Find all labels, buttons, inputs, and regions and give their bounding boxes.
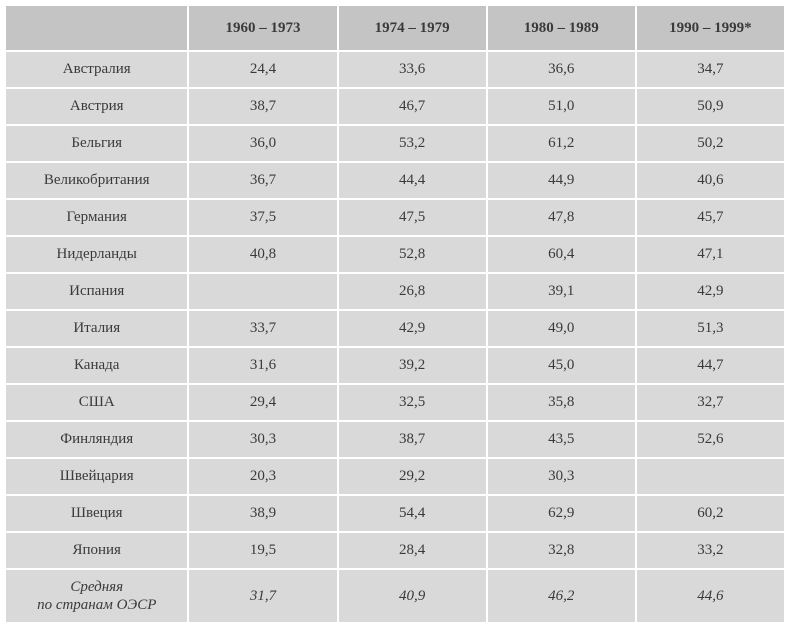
table-row: Швейцария20,329,230,3: [6, 459, 784, 494]
cell: 32,7: [637, 385, 784, 420]
cell: 51,3: [637, 311, 784, 346]
cell: 28,4: [339, 533, 486, 568]
row-label: Италия: [6, 311, 187, 346]
cell: 45,0: [488, 348, 635, 383]
cell: 43,5: [488, 422, 635, 457]
cell: 44,9: [488, 163, 635, 198]
cell: 31,6: [189, 348, 336, 383]
cell: 39,1: [488, 274, 635, 309]
header-col-4: 1990 – 1999*: [637, 6, 784, 50]
cell: 62,9: [488, 496, 635, 531]
cell: 40,6: [637, 163, 784, 198]
table-row: Испания 26,839,142,9: [6, 274, 784, 309]
cell: 47,1: [637, 237, 784, 272]
table-row: Япония19,528,432,833,2: [6, 533, 784, 568]
row-label: США: [6, 385, 187, 420]
row-label: Швеция: [6, 496, 187, 531]
cell: 54,4: [339, 496, 486, 531]
cell: 37,5: [189, 200, 336, 235]
cell: 46,7: [339, 89, 486, 124]
cell: 60,2: [637, 496, 784, 531]
cell: 49,0: [488, 311, 635, 346]
cell: 53,2: [339, 126, 486, 161]
table-row: Италия33,742,949,051,3: [6, 311, 784, 346]
summary-label: Средняяпо странам ОЭСР: [6, 570, 187, 622]
row-label: Финляндия: [6, 422, 187, 457]
row-label: Бельгия: [6, 126, 187, 161]
table-row: Канада31,639,245,044,7: [6, 348, 784, 383]
row-label: Нидерланды: [6, 237, 187, 272]
row-label: Япония: [6, 533, 187, 568]
row-label: Великобритания: [6, 163, 187, 198]
cell: 35,8: [488, 385, 635, 420]
cell: [637, 459, 784, 494]
summary-cell: 40,9: [339, 570, 486, 622]
table-row: Финляндия30,338,743,552,6: [6, 422, 784, 457]
cell: 45,7: [637, 200, 784, 235]
cell: 24,4: [189, 52, 336, 87]
header-row: 1960 – 1973 1974 – 1979 1980 – 1989 1990…: [6, 6, 784, 50]
row-label: Германия: [6, 200, 187, 235]
cell: 38,9: [189, 496, 336, 531]
cell: 50,9: [637, 89, 784, 124]
summary-cell: 46,2: [488, 570, 635, 622]
cell: 52,8: [339, 237, 486, 272]
header-col-3: 1980 – 1989: [488, 6, 635, 50]
table-row: США29,432,535,832,7: [6, 385, 784, 420]
header-col-2: 1974 – 1979: [339, 6, 486, 50]
row-label: Австрия: [6, 89, 187, 124]
table-row: Австралия24,433,636,634,7: [6, 52, 784, 87]
cell: 38,7: [189, 89, 336, 124]
summary-cell: 44,6: [637, 570, 784, 622]
cell: 47,8: [488, 200, 635, 235]
row-label: Швейцария: [6, 459, 187, 494]
cell: 20,3: [189, 459, 336, 494]
header-corner: [6, 6, 187, 50]
summary-cell: 31,7: [189, 570, 336, 622]
data-table: 1960 – 1973 1974 – 1979 1980 – 1989 1990…: [4, 4, 786, 624]
cell: 51,0: [488, 89, 635, 124]
cell: 61,2: [488, 126, 635, 161]
cell: 44,7: [637, 348, 784, 383]
cell: 38,7: [339, 422, 486, 457]
cell: 60,4: [488, 237, 635, 272]
cell: 47,5: [339, 200, 486, 235]
cell: 39,2: [339, 348, 486, 383]
cell: 30,3: [189, 422, 336, 457]
table-body: Австралия24,433,636,634,7Австрия38,746,7…: [6, 52, 784, 622]
cell: 33,2: [637, 533, 784, 568]
cell: 29,4: [189, 385, 336, 420]
cell: 36,7: [189, 163, 336, 198]
cell: 52,6: [637, 422, 784, 457]
cell: 29,2: [339, 459, 486, 494]
cell: 19,5: [189, 533, 336, 568]
cell: 40,8: [189, 237, 336, 272]
row-label: Канада: [6, 348, 187, 383]
summary-row: Средняяпо странам ОЭСР31,740,946,244,6: [6, 570, 784, 622]
cell: 44,4: [339, 163, 486, 198]
cell: [189, 274, 336, 309]
cell: 42,9: [339, 311, 486, 346]
cell: 36,6: [488, 52, 635, 87]
header-col-1: 1960 – 1973: [189, 6, 336, 50]
cell: 32,5: [339, 385, 486, 420]
cell: 33,6: [339, 52, 486, 87]
cell: 36,0: [189, 126, 336, 161]
cell: 26,8: [339, 274, 486, 309]
row-label: Испания: [6, 274, 187, 309]
table-row: Австрия38,746,751,050,9: [6, 89, 784, 124]
cell: 50,2: [637, 126, 784, 161]
cell: 30,3: [488, 459, 635, 494]
table-row: Бельгия36,053,261,250,2: [6, 126, 784, 161]
cell: 34,7: [637, 52, 784, 87]
row-label: Австралия: [6, 52, 187, 87]
cell: 32,8: [488, 533, 635, 568]
cell: 33,7: [189, 311, 336, 346]
table-row: Великобритания36,744,444,940,6: [6, 163, 784, 198]
table-row: Германия37,547,547,845,7: [6, 200, 784, 235]
table-row: Швеция38,954,462,960,2: [6, 496, 784, 531]
table-row: Нидерланды40,852,860,447,1: [6, 237, 784, 272]
cell: 42,9: [637, 274, 784, 309]
